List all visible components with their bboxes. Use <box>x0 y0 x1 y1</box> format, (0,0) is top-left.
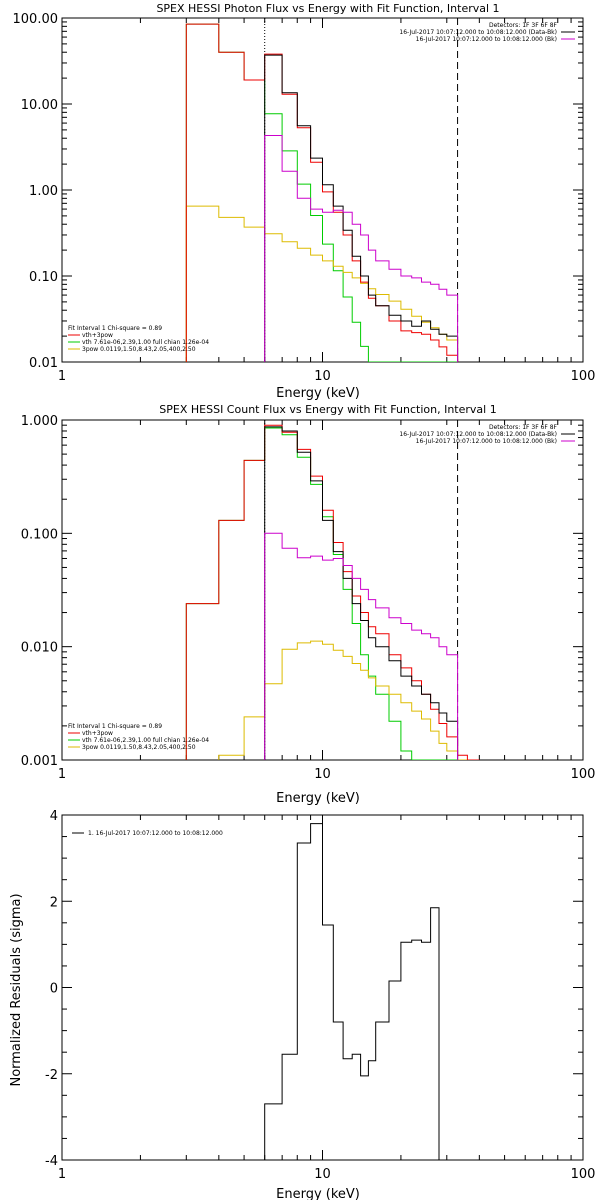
legend-entry: Fit Interval 1 Chi-square = 0.89 <box>68 723 162 730</box>
y-tick-label: 0.01 <box>29 356 58 371</box>
info-line: 16-Jul-2017 10:07:12.000 to 10:08:12.000… <box>416 36 557 43</box>
legend-entry: vth 7.61e-06,2.39,1.00 full chian 1.26e-… <box>82 339 209 346</box>
info-line: Detectors: 1F 3F 6F 8F <box>489 424 558 431</box>
series-resid-line <box>264 823 458 1160</box>
legend-entry: vth 7.61e-06,2.39,1.00 full chian 1.26e-… <box>82 737 209 744</box>
residuals-xlabel: Energy (keV) <box>276 1187 360 1200</box>
legend-entry: 3pow 0.0119,1.50,8.43,2.05,400,2.50 <box>82 346 196 353</box>
info-line: 16-Jul-2017 10:07:12.000 to 10:08:12.000… <box>416 438 557 445</box>
x-tick-label: 1 <box>58 369 66 384</box>
series-group <box>185 424 480 760</box>
x-tick-label: 100 <box>571 767 596 782</box>
residuals-ylabel: Normalized Residuals (sigma) <box>9 893 24 1086</box>
legend-entry: 1. 16-Jul-2017 10:07:12.000 to 10:08:12.… <box>88 830 223 837</box>
x-tick-label: 100 <box>571 369 596 384</box>
x-tick-label: 100 <box>571 1167 596 1182</box>
y-tick-label: 10.00 <box>21 98 58 113</box>
series-bk-line <box>264 532 459 760</box>
y-axis: 0.01 0.10 1.00 10.00 100.00 <box>13 12 583 371</box>
series-pow-line <box>218 640 480 760</box>
plot-frame <box>61 814 584 1161</box>
plot-frame <box>61 419 584 761</box>
count-flux-xlabel: Energy (keV) <box>276 791 360 806</box>
series-group <box>185 23 459 362</box>
series-pow-line <box>185 205 459 362</box>
x-tick-label: 1 <box>58 1167 66 1182</box>
x-axis: 1 10 100 <box>58 815 596 1182</box>
photon-flux-xlabel: Energy (keV) <box>276 386 360 401</box>
y-tick-label: 100.00 <box>13 12 59 27</box>
y-tick-label: -2 <box>45 1068 58 1083</box>
plot-frame <box>61 17 584 363</box>
info-line: 16-Jul-2017 10:07:12.000 to 10:08:12.000… <box>399 431 557 438</box>
y-tick-label: 4 <box>50 809 58 824</box>
y-tick-label: 0.10 <box>29 270 58 285</box>
y-tick-label: 0.100 <box>21 527 58 542</box>
count-flux-title: SPEX HESSI Count Flux vs Energy with Fit… <box>159 403 496 416</box>
count-flux-panel: SPEX HESSI Count Flux vs Energy with Fit… <box>21 403 596 806</box>
series-total-line <box>185 23 459 362</box>
x-tick-label: 10 <box>314 767 331 782</box>
series-data-line <box>264 426 459 760</box>
photon-flux-title: SPEX HESSI Photon Flux vs Energy with Fi… <box>156 2 499 15</box>
legend-entry: 3pow 0.0119,1.50,8.43,2.05,400,2.50 <box>82 744 196 751</box>
photon-flux-panel: SPEX HESSI Photon Flux vs Energy with Fi… <box>13 2 596 401</box>
y-tick-label: 0.001 <box>21 754 58 769</box>
x-tick-label: 1 <box>58 767 66 782</box>
legend-entry: vth+3pow <box>82 332 113 339</box>
y-tick-label: 2 <box>50 895 58 910</box>
series-group <box>264 823 458 1160</box>
series-data-line <box>264 54 459 362</box>
legend-entry: Fit Interval 1 Chi-square = 0.89 <box>68 325 162 332</box>
x-tick-label: 10 <box>314 1167 331 1182</box>
series-bk-line <box>264 135 459 362</box>
y-tick-label: 0.010 <box>21 641 58 656</box>
x-tick-label: 10 <box>314 369 331 384</box>
legend-entry: vth+3pow <box>82 730 113 737</box>
info-line: 16-Jul-2017 10:07:12.000 to 10:08:12.000… <box>399 29 557 36</box>
residuals-panel: Energy (keV) Normalized Residuals (sigma… <box>9 809 595 1200</box>
y-axis: -4 -2 0 2 4 <box>45 809 583 1169</box>
y-tick-label: 0 <box>50 982 58 997</box>
y-tick-label: -4 <box>45 1154 58 1169</box>
y-tick-label: 1.000 <box>21 414 58 429</box>
y-tick-label: 1.00 <box>29 184 58 199</box>
info-line: Detectors: 1F 3F 6F 8F <box>489 22 558 29</box>
y-axis: 0.001 0.010 0.100 1.000 <box>21 414 583 769</box>
